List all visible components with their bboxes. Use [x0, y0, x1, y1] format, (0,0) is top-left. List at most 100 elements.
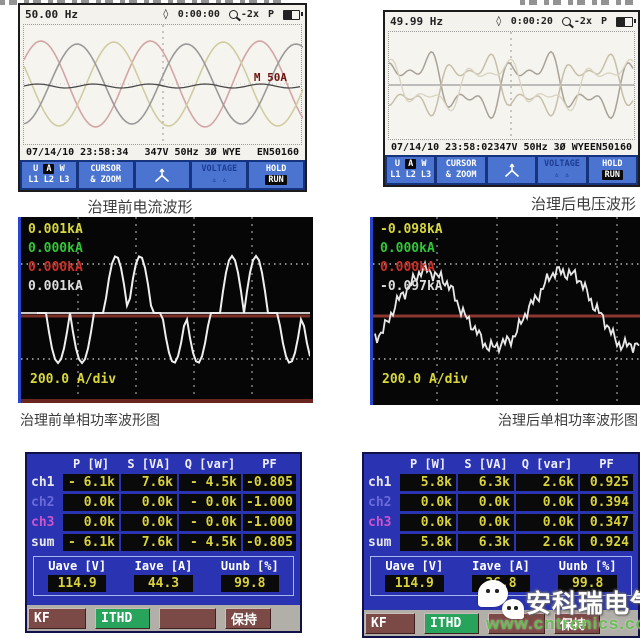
range-marker: M 50A	[253, 71, 287, 84]
measurement-table: P [W] S [VA] Q [var] PF ch1 5.8k 6.3k 2.…	[364, 454, 638, 553]
value-cell: 5.8k	[400, 474, 456, 491]
value-cell: 0.0k	[400, 514, 456, 531]
value-cell: 0.394	[580, 494, 633, 511]
value-cell: 6.3k	[458, 534, 514, 551]
blank-button[interactable]	[488, 612, 545, 634]
channel3-value: 0.000kA	[380, 260, 435, 275]
analyzer-header: 49.99 Hz ◊ 0:00:20 -2x P	[385, 12, 638, 31]
timestamp: 07/14/10 23:58:02	[391, 142, 494, 153]
softkey-cursor-zoom[interactable]: CURSOR & ZOOM	[78, 162, 133, 188]
sub-header: Uunb [%]	[220, 559, 279, 573]
softkey-phasor[interactable]	[135, 162, 190, 188]
row-label: sum	[31, 535, 55, 550]
softkey-voltage[interactable]: VOLTAGE ▵ ▵	[538, 157, 586, 183]
waveform-area: M 50A	[23, 24, 303, 145]
value-cell: -0.805	[243, 534, 296, 551]
value-cell: 0.0k	[516, 514, 578, 531]
value-cell: - 6.1k	[63, 534, 119, 551]
power-waveform-plot	[373, 217, 640, 405]
p-indicator: P	[600, 16, 607, 27]
value-cell: 0.0k	[121, 514, 177, 531]
column-header: Q [var]	[184, 457, 236, 471]
frequency-readout: 50.00 Hz	[25, 8, 78, 21]
analyzer-screen-current-before: 50.00 Hz ◊ 0:00:00 -2x P M 50A 07/14/10 …	[18, 3, 307, 192]
value-cell: -1.000	[243, 514, 296, 531]
column-header: P [W]	[409, 457, 447, 471]
sub-value: 36.8	[471, 575, 531, 592]
timestamp: 07/14/10 23:58:34	[26, 147, 129, 158]
hold-button[interactable]: 保持	[554, 612, 600, 634]
softkey-hold-run[interactable]: HOLD RUN	[249, 162, 303, 188]
softkey-hold-run[interactable]: HOLD RUN	[588, 157, 637, 183]
softkey-phasor[interactable]	[487, 157, 536, 183]
value-cell: 5.8k	[400, 534, 456, 551]
column-header: PF	[599, 457, 614, 471]
sub-value: 99.8	[220, 575, 279, 592]
softkey-channels[interactable]: U A W L1 L2 L3	[387, 157, 435, 183]
softkey-cursor-zoom[interactable]: CURSOR & ZOOM	[437, 157, 485, 183]
frequency-readout: 49.99 Hz	[390, 15, 443, 28]
row-label: ch2	[368, 495, 392, 510]
row-label: ch1	[31, 475, 55, 490]
sub-value: 114.9	[385, 575, 444, 592]
column-header: S [VA]	[464, 457, 508, 471]
standard-label: EN50160	[256, 147, 299, 158]
hold-button[interactable]: 保持	[225, 607, 271, 629]
column-header: S [VA]	[127, 457, 171, 471]
ithd-button[interactable]: ITHD	[424, 612, 479, 634]
sub-header: Uave [V]	[48, 559, 107, 573]
scale-per-div: 200.0 A/div	[382, 372, 469, 387]
measurement-table: P [W] S [VA] Q [var] PF ch1 - 6.1k 7.6k …	[27, 454, 300, 553]
blank-button[interactable]	[159, 607, 216, 629]
channel4-value: -0.097kA	[380, 279, 443, 294]
channel3-value: 0.000kA	[28, 260, 83, 275]
softkey-channels[interactable]: U A W L1 L2 L3	[22, 162, 76, 188]
kf-button[interactable]: KF	[28, 607, 86, 629]
kf-button[interactable]: KF	[365, 612, 415, 634]
value-cell: 0.924	[580, 534, 633, 551]
zoom-level: -2x	[573, 16, 592, 27]
channel1-value: -0.098kA	[380, 222, 443, 237]
value-cell: 7.6k	[121, 474, 177, 491]
scope-bottom-strip	[21, 399, 313, 403]
function-key-bar: KF ITHD 保持	[27, 605, 300, 631]
config-readout: 347V 50Hz 3Ø WYE	[493, 142, 590, 153]
power-scope-before: 0.001kA 0.000kA 0.000kA 0.001kA 200.0 A/…	[18, 217, 313, 403]
clipped-text-strip	[520, 0, 640, 5]
config-readout: 347V 50Hz 3Ø WYE	[144, 147, 241, 158]
row-label: ch2	[31, 495, 55, 510]
value-cell: 0.347	[580, 514, 633, 531]
softkey-menu: U A W L1 L2 L3 CURSOR & ZOOM VOLTAGE ▵ ▵…	[385, 155, 638, 185]
sub-header: Uave [V]	[385, 559, 444, 573]
value-cell: 0.0k	[63, 494, 119, 511]
power-scope-after: -0.098kA 0.000kA 0.000kA -0.097kA 200.0 …	[370, 217, 640, 405]
caption-power-before: 治理前单相功率波形图	[20, 412, 160, 428]
wye-phasor-icon	[504, 163, 519, 177]
value-cell: 2.6k	[516, 474, 578, 491]
status-bar: 07/14/10 23:58:34 347V 50Hz 3Ø WYE EN501…	[20, 145, 305, 160]
value-cell: 0.0k	[63, 514, 119, 531]
value-cell: -1.000	[243, 494, 296, 511]
value-cell: - 4.5k	[179, 534, 241, 551]
value-cell: - 0.0k	[179, 514, 241, 531]
elapsed-timer: 0:00:20	[510, 16, 553, 27]
elapsed-timer: 0:00:00	[177, 9, 220, 20]
value-cell: - 6.1k	[63, 474, 119, 491]
p-indicator: P	[267, 9, 274, 20]
value-cell: - 0.0k	[179, 494, 241, 511]
caption-current-before: 治理前电流波形	[87, 199, 193, 216]
column-header: P [W]	[72, 457, 110, 471]
sub-header: Uunb [%]	[558, 559, 617, 573]
voltage-arrows: ▵ ▵	[211, 175, 227, 185]
zoom-level: -2x	[240, 9, 259, 20]
softkey-voltage[interactable]: VOLTAGE ▵ ▵	[192, 162, 247, 188]
value-cell: -0.805	[243, 474, 296, 491]
wye-phasor-icon	[155, 168, 170, 182]
sub-header: Iave [A]	[134, 559, 193, 573]
row-label: ch3	[368, 515, 392, 530]
ithd-button[interactable]: ITHD	[95, 607, 150, 629]
status-bar: 07/14/10 23:58:02 347V 50Hz 3Ø WYE EN501…	[385, 140, 638, 155]
softkey-menu: U A W L1 L2 L3 CURSOR & ZOOM VOLTAGE ▵ ▵…	[20, 160, 305, 190]
three-phase-sine-plot	[24, 25, 303, 144]
average-values-box: Uave [V] Iave [A] Uunb [%] 114.9 44.3 99…	[33, 556, 294, 596]
